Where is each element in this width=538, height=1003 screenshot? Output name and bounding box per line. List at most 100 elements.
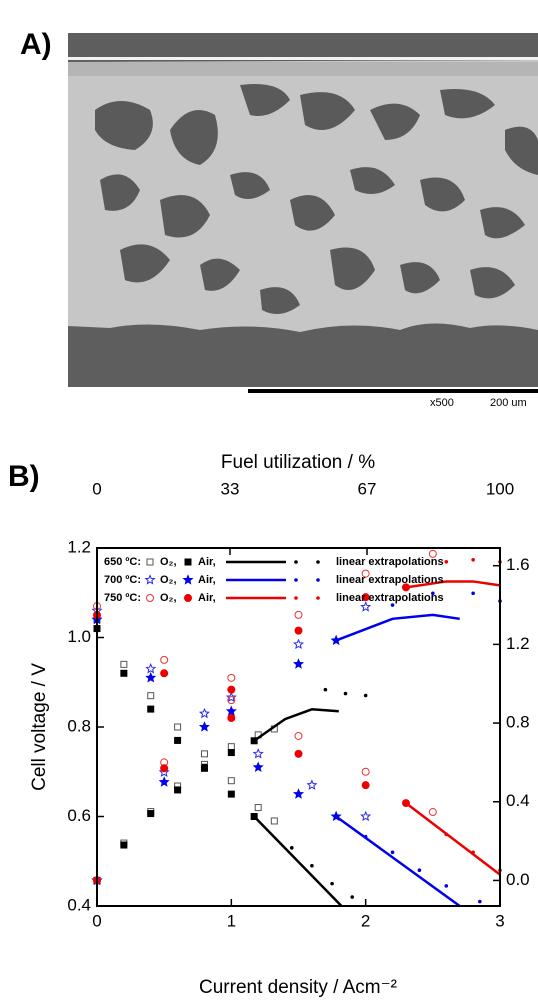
micrograph <box>68 33 538 387</box>
extrapolation-dot <box>330 881 334 886</box>
marker <box>227 685 236 694</box>
extrapolation-dot <box>444 832 449 837</box>
marker <box>227 673 236 682</box>
plot-frame <box>96 547 501 907</box>
y-axis-label: Cell voltage / V <box>29 663 50 791</box>
y2-tick-label: 1.6 <box>506 555 530 574</box>
extrapolation-dot <box>417 868 422 872</box>
marker <box>184 558 192 566</box>
legend-dot <box>294 578 298 582</box>
marker <box>270 817 278 825</box>
extrapolation-dot <box>350 895 355 899</box>
x2-tick-label: 100 <box>486 479 514 498</box>
fit-line <box>405 802 501 876</box>
marker <box>174 786 182 794</box>
fit-line <box>335 613 460 642</box>
marker <box>292 658 305 669</box>
extrapolation-dot <box>444 559 449 564</box>
marker <box>174 723 182 731</box>
marker <box>360 810 372 822</box>
marker <box>120 669 128 677</box>
marker <box>174 736 182 744</box>
y2-tick-label: 0.8 <box>506 713 530 732</box>
fit-line <box>253 708 339 742</box>
marker <box>254 804 262 812</box>
marker <box>306 779 318 790</box>
legend-dot <box>294 560 298 564</box>
marker <box>200 750 208 758</box>
marker <box>160 655 169 664</box>
marker <box>198 707 210 719</box>
legend-dot <box>316 578 320 582</box>
marker <box>200 764 208 772</box>
marker <box>198 721 210 732</box>
legend-temperature: 650 ºC: <box>104 556 141 568</box>
legend-dot <box>316 596 320 600</box>
x2-tick-label: 0 <box>92 479 101 498</box>
extrapolation-dot <box>343 691 348 696</box>
y-tick-label: 0.6 <box>67 806 91 825</box>
marker <box>144 574 156 585</box>
y-tick-label: 0.4 <box>67 895 91 914</box>
legend-oxygen: O₂, <box>160 556 177 568</box>
marker <box>227 696 236 705</box>
x2-axis-label: Fuel utilization / % <box>221 452 375 473</box>
scale-bar-label: 200 um <box>490 397 527 409</box>
marker <box>225 691 237 703</box>
marker <box>227 743 235 751</box>
y2-tick-label: 1.2 <box>506 634 530 653</box>
interface-layer <box>68 62 538 76</box>
x-tick-label: 3 <box>495 911 504 930</box>
marker <box>147 810 155 818</box>
x-tick-label: 1 <box>227 911 236 930</box>
marker <box>361 569 370 578</box>
marker <box>227 777 235 785</box>
legend-extrapolation: linear extrapolations <box>336 592 444 604</box>
extrapolation-dot <box>310 863 314 868</box>
marker <box>294 731 303 740</box>
legend-entry: 650 ºC: O₂, Air, linear extrapolations <box>104 556 444 568</box>
marker <box>428 808 437 817</box>
extrapolation-dot <box>390 603 395 607</box>
legend-air: Air, <box>198 592 216 604</box>
extrapolation-dot <box>289 846 294 850</box>
legend-oxygen: O₂, <box>160 592 177 604</box>
marker <box>292 788 305 799</box>
y2-tick-label: 0.0 <box>506 870 530 889</box>
x2-tick-label: 33 <box>221 479 240 498</box>
marker <box>145 662 157 674</box>
marker <box>146 594 154 602</box>
extrapolation-dot <box>478 899 482 904</box>
x2-tick-label: 67 <box>358 479 377 498</box>
legend-extrapolation: linear extrapolations <box>336 574 444 586</box>
legend-temperature: 700 ºC: <box>104 574 141 586</box>
legend-air: Air, <box>198 556 216 568</box>
legend-temperature: 750 ºC: <box>104 592 141 604</box>
marker <box>252 748 264 759</box>
extrapolation-dot <box>363 693 368 698</box>
extrapolation-dot <box>471 591 475 596</box>
x-tick-label: 2 <box>361 911 370 930</box>
coating-layer <box>68 57 538 60</box>
x-axis-label: Current density / Acm⁻² <box>199 977 397 998</box>
marker <box>182 574 194 585</box>
marker <box>361 767 370 776</box>
legend-dot <box>294 596 298 600</box>
marker <box>120 841 128 849</box>
marker <box>361 593 370 602</box>
magnification: x500 <box>430 397 454 409</box>
marker <box>294 626 303 635</box>
fit-line <box>335 815 461 908</box>
extrapolation-dot <box>444 884 449 888</box>
marker <box>160 669 169 678</box>
legend-dot <box>316 560 320 564</box>
marker <box>227 749 235 757</box>
marker <box>361 781 370 790</box>
legend-air: Air, <box>198 574 216 586</box>
extrapolation-dot <box>363 834 368 839</box>
marker <box>147 705 155 713</box>
panel-label: B) <box>8 460 40 493</box>
pores <box>95 84 538 314</box>
marker <box>252 761 264 772</box>
marker <box>160 764 169 773</box>
